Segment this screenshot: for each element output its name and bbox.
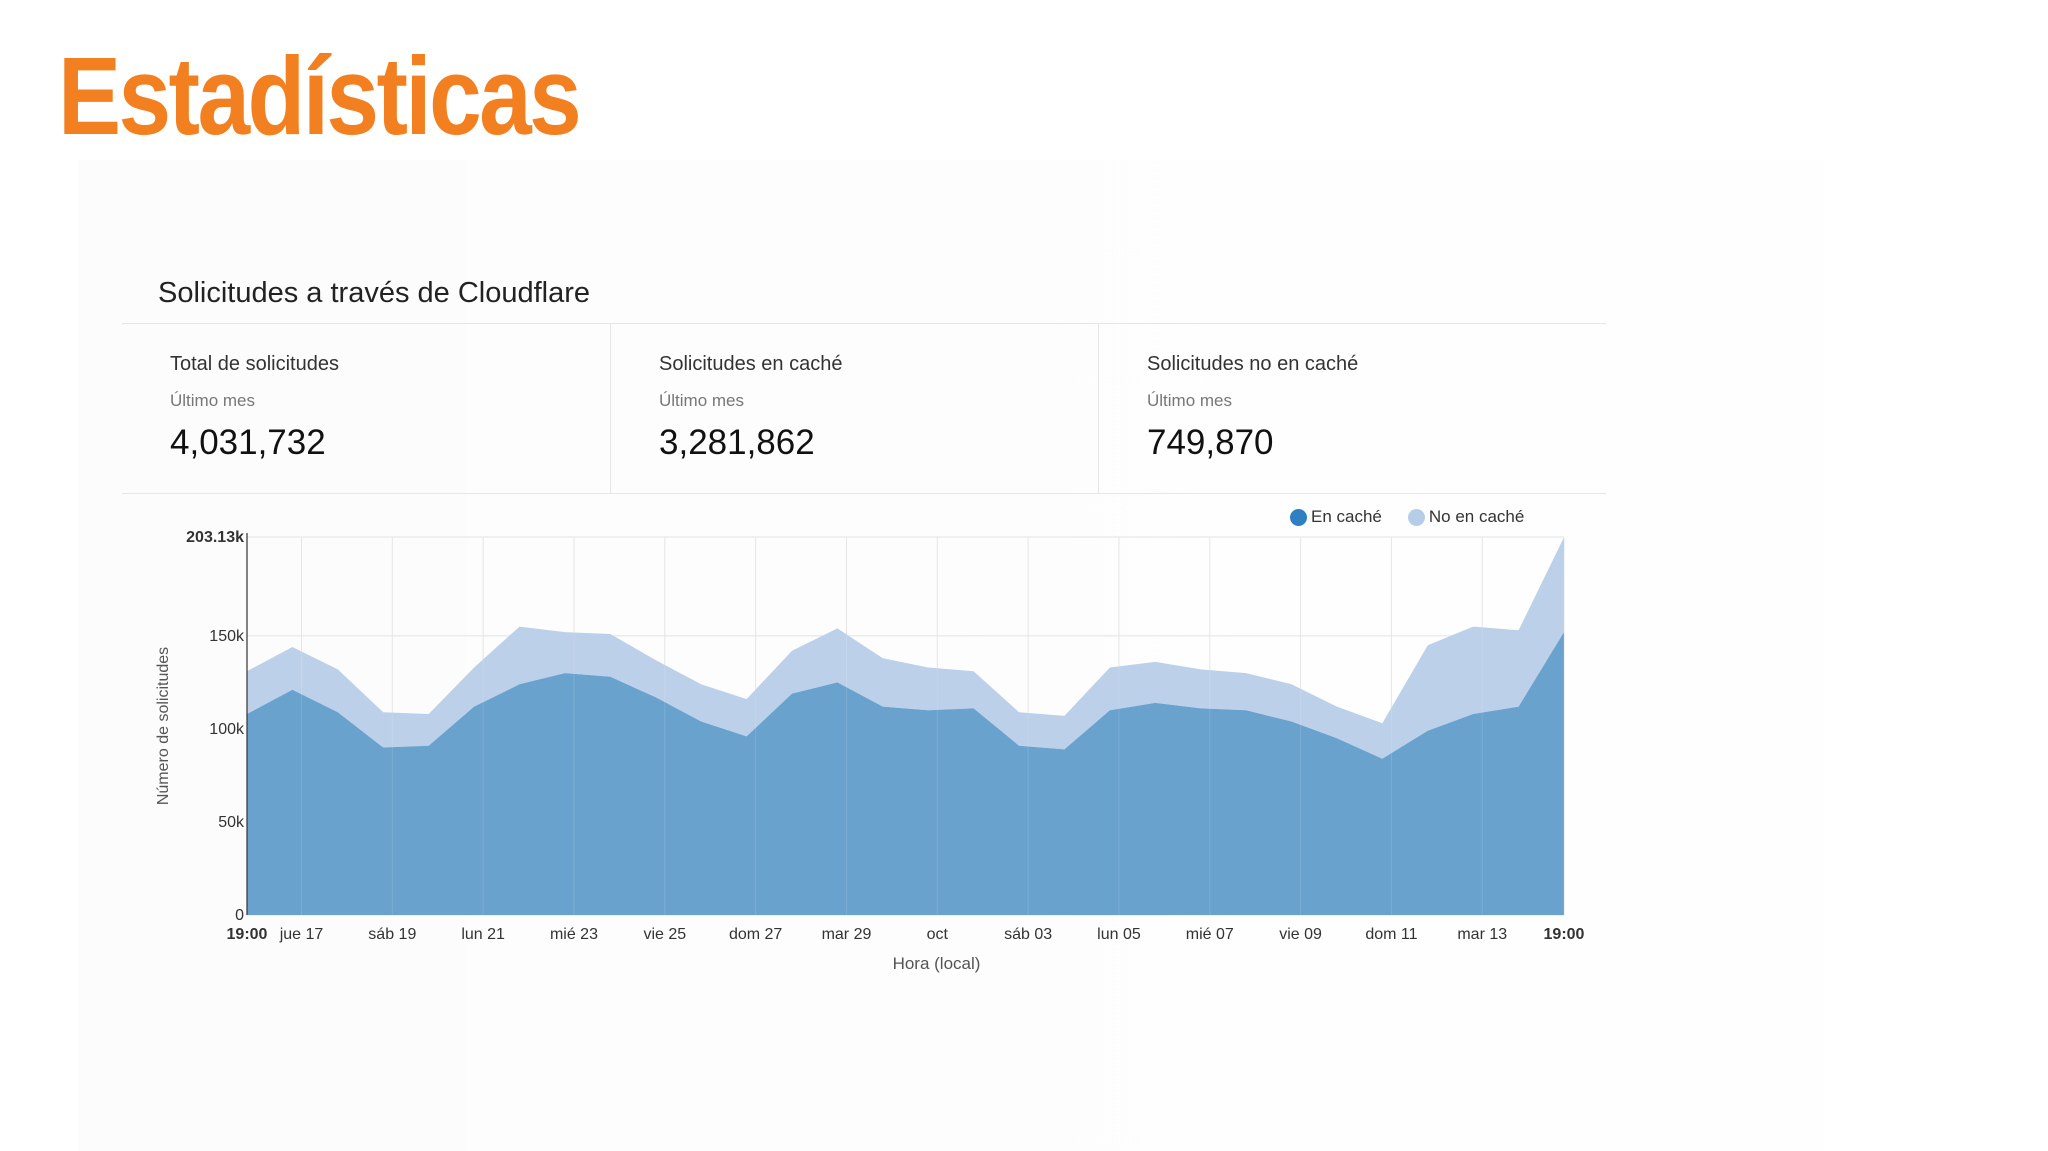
x-tick-label: mar 29 bbox=[822, 926, 872, 943]
x-tick-label: mié 07 bbox=[1186, 926, 1234, 943]
divider bbox=[122, 493, 1606, 494]
x-tick-label: 19:00 bbox=[1544, 926, 1585, 943]
series-area-cached bbox=[247, 632, 1564, 915]
legend-label: En caché bbox=[1311, 507, 1382, 526]
stat-uncached-requests: Solicitudes no en caché Último mes 749,8… bbox=[1098, 323, 1587, 493]
stat-period: Último mes bbox=[1147, 391, 1233, 410]
divider bbox=[122, 323, 1606, 324]
slide-background bbox=[78, 160, 2018, 1151]
x-tick-label: dom 27 bbox=[729, 926, 782, 943]
y-tick-label: 150k bbox=[209, 628, 245, 645]
legend-swatch bbox=[1407, 508, 1425, 526]
y-tick-label: 0 bbox=[235, 907, 244, 924]
legend-swatch bbox=[1290, 508, 1307, 526]
stat-period: Último mes bbox=[170, 391, 256, 410]
y-tick-label: 100k bbox=[209, 721, 245, 738]
stat-period: Último mes bbox=[659, 391, 745, 410]
legend-item-cached[interactable]: En caché bbox=[1290, 507, 1382, 527]
x-tick-label: dom 11 bbox=[1365, 926, 1417, 943]
chart-legend: En caché No en caché bbox=[1290, 505, 1524, 529]
chart-axes: 0 50k 100k 150k 203.13k 19:00 jue 17 sáb 19 lun … bbox=[186, 529, 1584, 943]
stat-total-requests: Total de solicitudes Último mes 4,031,73… bbox=[122, 323, 610, 493]
x-tick-label: lun 21 bbox=[461, 926, 505, 943]
stat-label: Solicitudes en caché bbox=[659, 353, 843, 375]
legend-label: No en caché bbox=[1428, 507, 1525, 526]
requests-area-chart: 0 50k 100k 150k 203.13k 19:00 jue 17 sáb 19 lun … bbox=[155, 529, 1585, 973]
x-tick-label: mié 23 bbox=[550, 926, 598, 943]
stat-value: 4,031,732 bbox=[170, 423, 326, 462]
legend-item-uncached[interactable]: No en caché bbox=[1407, 507, 1525, 527]
y-axis-label: Número de solicitudes bbox=[155, 647, 172, 805]
stat-value: 3,281,862 bbox=[659, 423, 815, 462]
stat-value: 749,870 bbox=[1147, 423, 1274, 462]
x-axis-label: Hora (local) bbox=[893, 954, 981, 973]
x-tick-label: sáb 03 bbox=[1004, 926, 1052, 943]
x-tick-label: jue 17 bbox=[279, 926, 324, 943]
panel-title: Solicitudes a través de Cloudflare bbox=[158, 277, 591, 309]
stat-label: Total de solicitudes bbox=[170, 353, 339, 375]
page-title: Estadísticas bbox=[58, 35, 582, 158]
x-tick-label: sáb 19 bbox=[368, 926, 416, 943]
y-tick-label: 203.13k bbox=[186, 529, 244, 546]
x-tick-label: vie 25 bbox=[643, 926, 686, 943]
chart-areas bbox=[246, 537, 1565, 915]
series-area-uncached bbox=[247, 537, 1564, 759]
x-tick-label: lun 05 bbox=[1097, 926, 1141, 943]
x-tick-label: mar 13 bbox=[1457, 926, 1507, 943]
stat-label: Solicitudes no en caché bbox=[1147, 353, 1359, 375]
x-tick-label: oct bbox=[927, 926, 949, 943]
requests-panel: Solicitudes a través de Cloudflare Total… bbox=[122, 255, 1606, 995]
x-tick-label: vie 09 bbox=[1279, 926, 1322, 943]
x-tick-label: 19:00 bbox=[227, 926, 268, 943]
stat-cached-requests: Solicitudes en caché Último mes 3,281,86… bbox=[610, 323, 1099, 493]
y-tick-label: 50k bbox=[218, 814, 245, 831]
